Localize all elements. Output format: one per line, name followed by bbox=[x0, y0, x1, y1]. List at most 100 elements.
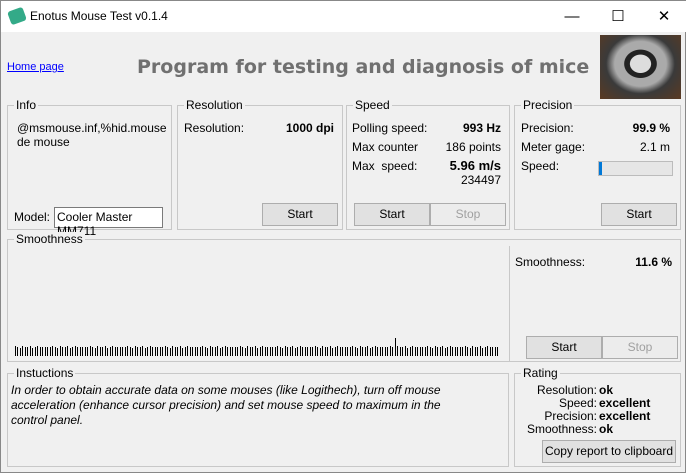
smoothness-bar bbox=[365, 347, 366, 356]
group-label: Smoothness bbox=[14, 232, 85, 246]
smoothness-bar bbox=[417, 347, 418, 356]
smoothness-bar bbox=[420, 347, 421, 356]
smoothness-bar bbox=[275, 347, 276, 356]
smoothness-bar bbox=[27, 347, 28, 356]
smoothness-bar bbox=[140, 347, 141, 356]
model-label: Model: bbox=[14, 210, 51, 224]
smoothness-bar bbox=[430, 347, 431, 356]
raccoon-image bbox=[600, 35, 681, 99]
smoothness-bar bbox=[407, 348, 408, 356]
smoothness-bar bbox=[227, 347, 228, 356]
smoothness-bar bbox=[112, 346, 113, 356]
smoothness-bar bbox=[150, 346, 151, 356]
smoothness-bar bbox=[382, 347, 383, 356]
smoothness-bar bbox=[197, 347, 198, 356]
smoothness-bar bbox=[400, 347, 401, 356]
rating-label: Smoothness: bbox=[526, 422, 597, 436]
meter-value: 2.1 m bbox=[639, 140, 670, 154]
smoothness-bar bbox=[57, 348, 58, 356]
minimize-button[interactable]: — bbox=[564, 8, 580, 25]
smoothness-bar bbox=[87, 347, 88, 356]
smoothness-bar bbox=[25, 347, 26, 356]
smoothness-bar bbox=[180, 346, 181, 356]
max-speed-raw: 234497 bbox=[460, 173, 501, 187]
smoothness-bar bbox=[432, 348, 433, 356]
precision-start-button[interactable]: Start bbox=[601, 203, 677, 226]
group-label: Speed bbox=[353, 98, 392, 112]
resolution-value: 1000 dpi bbox=[285, 121, 334, 135]
instructions-group: Instuctions In order to obtain accurate … bbox=[7, 366, 509, 467]
smoothness-bar bbox=[122, 347, 123, 356]
instructions-text: In order to obtain accurate data on some… bbox=[11, 383, 441, 427]
resolution-start-button[interactable]: Start bbox=[262, 203, 338, 226]
smoothness-bar bbox=[332, 348, 333, 356]
smoothness-label: Smoothness: bbox=[515, 255, 586, 269]
rating-value: ok bbox=[599, 383, 614, 397]
smoothness-bar bbox=[360, 346, 361, 356]
smoothness-bar bbox=[55, 347, 56, 356]
smoothness-bar bbox=[145, 348, 146, 356]
close-button[interactable]: ✕ bbox=[657, 8, 671, 25]
maximize-button[interactable]: ☐ bbox=[611, 8, 625, 25]
smoothness-bar bbox=[157, 347, 158, 356]
rating-precision: Precision: excellent bbox=[515, 409, 682, 423]
smoothness-bar bbox=[182, 348, 183, 356]
smoothness-bar bbox=[165, 346, 166, 356]
smoothness-bar bbox=[212, 347, 213, 356]
smoothness-bar bbox=[462, 347, 463, 356]
group-label: Precision bbox=[521, 98, 575, 112]
headline: Program for testing and diagnosis of mic… bbox=[137, 56, 590, 78]
smoothness-bar bbox=[22, 346, 23, 356]
model-input[interactable]: Cooler Master MM711 bbox=[54, 207, 163, 238]
smoothness-bar bbox=[445, 348, 446, 356]
smoothness-bar bbox=[127, 346, 128, 356]
smoothness-bar bbox=[402, 347, 403, 356]
smoothness-bar bbox=[120, 347, 121, 356]
smoothness-bar bbox=[207, 348, 208, 356]
smoothness-bar bbox=[457, 347, 458, 356]
smoothness-bar bbox=[102, 347, 103, 356]
title-bar: Enotus Mouse Test v0.1.4 — ☐ ✕ bbox=[1, 1, 686, 32]
smoothness-bar bbox=[115, 347, 116, 356]
smoothness-bar bbox=[350, 347, 351, 356]
home-page-link[interactable]: Home page bbox=[7, 61, 64, 73]
smoothness-bar bbox=[312, 347, 313, 356]
smoothness-bar bbox=[490, 347, 491, 356]
smoothness-bar bbox=[497, 347, 498, 356]
smoothness-bar bbox=[292, 346, 293, 356]
smoothness-bar bbox=[60, 346, 61, 356]
smoothness-bar bbox=[97, 346, 98, 356]
speed-start-button[interactable]: Start bbox=[354, 203, 430, 226]
smoothness-bar bbox=[147, 347, 148, 356]
smoothness-bar bbox=[72, 347, 73, 356]
smoothness-bar bbox=[232, 347, 233, 356]
copy-report-button[interactable]: Copy report to clipboard bbox=[542, 440, 676, 463]
rating-label: Speed: bbox=[558, 396, 597, 410]
smoothness-bar bbox=[372, 347, 373, 356]
max-speed-label: Max speed: bbox=[352, 159, 418, 173]
precision-group: Precision Precision: 99.9 % Meter gage: … bbox=[514, 98, 681, 230]
smoothness-bar bbox=[32, 348, 33, 356]
smoothness-bar bbox=[492, 347, 493, 356]
smoothness-bar bbox=[170, 348, 171, 356]
smoothness-bar bbox=[240, 346, 241, 356]
smoothness-bar bbox=[475, 347, 476, 356]
smoothness-bar bbox=[162, 347, 163, 356]
smoothness-bar bbox=[107, 348, 108, 356]
precision-label: Precision: bbox=[521, 121, 574, 135]
smoothness-bar bbox=[380, 347, 381, 356]
smoothness-bar bbox=[480, 346, 481, 356]
smoothness-bar bbox=[30, 346, 31, 356]
smoothness-start-button[interactable]: Start bbox=[526, 336, 602, 359]
smoothness-bar bbox=[225, 346, 226, 356]
smoothness-bar bbox=[377, 347, 378, 356]
rating-label: Resolution: bbox=[536, 383, 597, 397]
smoothness-bar bbox=[20, 348, 21, 356]
smoothness-value: 11.6 % bbox=[635, 255, 672, 269]
smoothness-bar bbox=[282, 348, 283, 356]
max-speed-value: 5.96 m/s bbox=[449, 158, 501, 173]
smoothness-bar bbox=[92, 347, 93, 356]
smoothness-bar bbox=[367, 346, 368, 356]
smoothness-bar bbox=[405, 346, 406, 356]
counter-value: 186 points bbox=[445, 140, 501, 154]
